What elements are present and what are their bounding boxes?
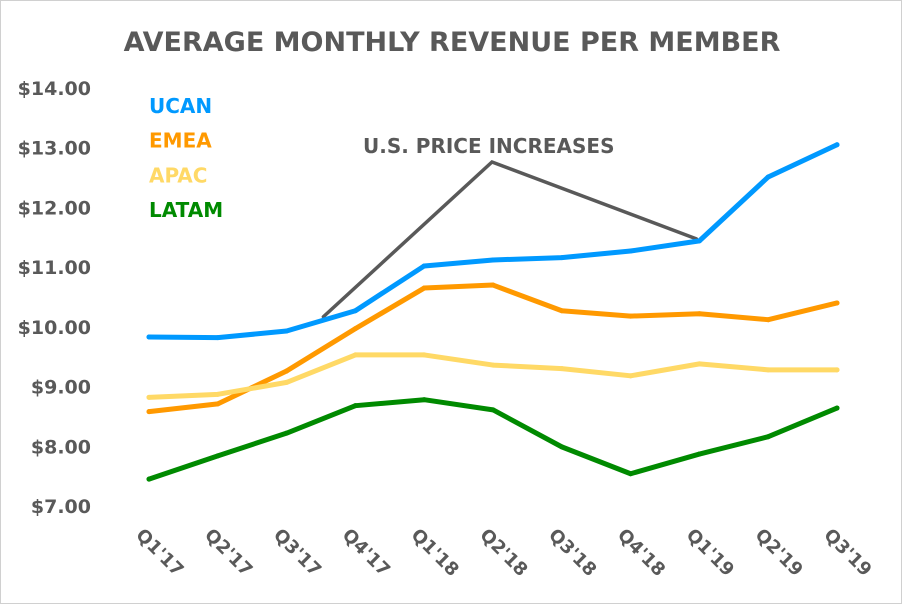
x-tick-label: Q4'18 <box>613 525 669 581</box>
data-point-emea <box>559 308 565 314</box>
data-point-emea <box>215 401 221 407</box>
legend-item-ucan: UCAN <box>149 94 212 118</box>
data-point-emea <box>628 313 634 319</box>
y-tick-label: $14.00 <box>18 78 91 100</box>
series-line-apac <box>146 352 840 400</box>
data-point-ucan <box>490 257 496 263</box>
data-point-latam <box>559 444 565 450</box>
x-tick-label: Q2'17 <box>200 525 256 581</box>
data-point-latam <box>696 451 702 457</box>
x-tick-label: Q1'17 <box>131 525 187 581</box>
y-tick-label: $9.00 <box>31 377 91 399</box>
chart-title: AVERAGE MONTHLY REVENUE PER MEMBER <box>124 27 781 58</box>
data-point-ucan <box>628 248 634 254</box>
data-point-latam <box>421 397 427 403</box>
data-point-ucan <box>834 142 840 148</box>
data-point-apac <box>421 352 427 358</box>
data-point-apac <box>284 379 290 385</box>
x-tick-label: Q4'17 <box>338 525 394 581</box>
y-tick-label: $8.00 <box>31 436 91 458</box>
data-point-emea <box>490 282 496 288</box>
x-tick-label: Q2'18 <box>475 525 531 581</box>
annotation-line <box>321 159 699 319</box>
data-point-ucan <box>421 263 427 269</box>
data-point-latam <box>628 471 634 477</box>
x-tick-label: Q2'19 <box>751 525 807 581</box>
data-point-apac <box>215 391 221 397</box>
data-point-apac <box>146 394 152 400</box>
y-tick-label: $11.00 <box>18 257 91 279</box>
data-point-latam <box>490 407 496 413</box>
data-point-apac <box>834 367 840 373</box>
y-tick-label: $12.00 <box>18 197 91 219</box>
data-point-apac <box>628 373 634 379</box>
data-point-latam <box>215 453 221 459</box>
data-point-ucan <box>146 334 152 340</box>
annotation-label: U.S. PRICE INCREASES <box>363 134 614 158</box>
data-point-emea <box>834 300 840 306</box>
data-point-emea <box>284 368 290 374</box>
y-tick-label: $7.00 <box>31 496 91 518</box>
legend-item-apac: APAC <box>149 163 207 187</box>
data-point-latam <box>146 476 152 482</box>
data-point-latam <box>352 403 358 409</box>
series-line-ucan <box>146 142 840 341</box>
data-point-apac <box>765 367 771 373</box>
series-line-emea <box>146 282 840 415</box>
data-point-emea <box>146 409 152 415</box>
data-point-ucan <box>284 328 290 334</box>
data-point-apac <box>696 361 702 367</box>
data-point-ucan <box>765 174 771 180</box>
y-tick-label: $10.00 <box>18 317 91 339</box>
data-point-ucan <box>696 238 702 244</box>
data-point-apac <box>559 366 565 372</box>
data-point-emea <box>696 311 702 317</box>
x-tick-label: Q3'19 <box>819 525 875 581</box>
data-point-latam <box>765 434 771 440</box>
data-point-emea <box>765 317 771 323</box>
data-point-emea <box>421 285 427 291</box>
data-point-ucan <box>352 308 358 314</box>
data-point-ucan <box>559 255 565 261</box>
data-point-apac <box>490 362 496 368</box>
data-point-latam <box>834 405 840 411</box>
data-point-latam <box>284 430 290 436</box>
data-point-emea <box>352 326 358 332</box>
x-tick-label: Q1'18 <box>407 525 463 581</box>
legend-item-latam: LATAM <box>149 198 223 222</box>
x-tick-label: Q1'19 <box>682 525 738 581</box>
y-tick-label: $13.00 <box>18 138 91 160</box>
data-point-ucan <box>215 335 221 341</box>
data-point-apac <box>352 352 358 358</box>
x-tick-label: Q3'17 <box>269 525 325 581</box>
legend-item-emea: EMEA <box>149 129 212 153</box>
x-tick-label: Q3'18 <box>544 525 600 581</box>
